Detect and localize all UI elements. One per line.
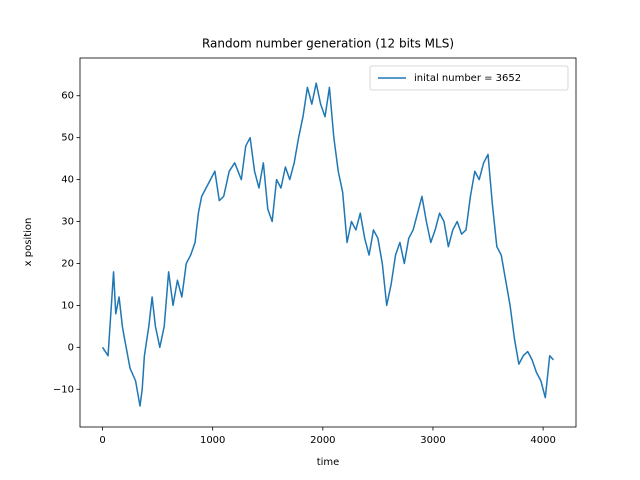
y-tick-label: −10: [53, 384, 74, 395]
y-tick-label: 50: [61, 133, 74, 144]
y-tick-label: 30: [61, 217, 74, 228]
x-tick-label: 3000: [420, 435, 445, 446]
legend-box: [369, 65, 569, 91]
x-tick-label: 0: [99, 435, 105, 446]
axes-frame: [79, 57, 577, 428]
x-axis-label: time: [317, 457, 340, 468]
y-tick-label: 60: [61, 91, 74, 102]
data-line: [101, 82, 555, 407]
y-tick-label: 0: [68, 342, 74, 353]
x-tick-label: 4000: [530, 435, 555, 446]
x-tick-label: 2000: [310, 435, 335, 446]
y-tick-label: 40: [61, 175, 74, 186]
x-tick-label: 1000: [200, 435, 225, 446]
y-tick-label: 20: [61, 258, 74, 269]
y-tick-label: 10: [61, 300, 74, 311]
y-axis-label: x position: [23, 218, 34, 267]
chart-title: Random number generation (12 bits MLS): [202, 37, 454, 51]
legend-label: inital number = 3652: [414, 73, 521, 84]
